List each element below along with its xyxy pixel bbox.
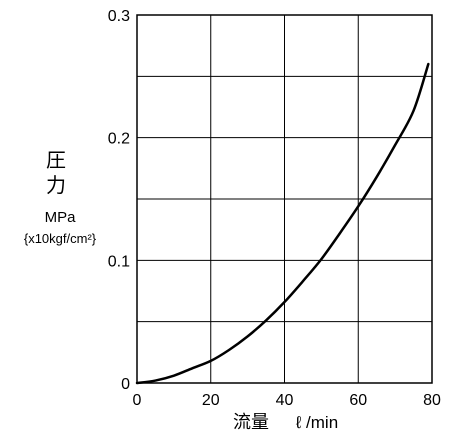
- y-axis-label-line1: 圧: [46, 150, 66, 172]
- grid-layer: [136, 14, 433, 384]
- plot-frame: [136, 14, 433, 384]
- x-tick-labels: 0 20 40 60 80: [133, 392, 441, 409]
- plot-border: [136, 14, 433, 384]
- y-axis-label-line2: 力: [46, 174, 66, 197]
- y-tick-label-3: 0.3: [108, 8, 130, 25]
- x-tick-label-1: 20: [202, 392, 220, 409]
- x-axis-label-main: 流量: [233, 412, 269, 432]
- y-tick-label-0: 0: [121, 376, 130, 393]
- x-tick-label-0: 0: [133, 392, 142, 409]
- y-tick-labels: 0 0.1 0.2 0.3: [108, 8, 130, 393]
- y-axis-unit: MPa: [45, 209, 77, 226]
- series-line-0: [135, 62, 430, 385]
- x-tick-label-2: 40: [276, 392, 294, 409]
- x-tick-label-4: 80: [423, 392, 441, 409]
- x-tick-label-3: 60: [349, 392, 367, 409]
- y-tick-label-1: 0.1: [108, 253, 130, 270]
- x-axis-label-unit: ℓ /min: [295, 413, 338, 432]
- y-axis-unit-alt: {x10kgf/cm²}: [24, 231, 97, 246]
- y-tick-label-2: 0.2: [108, 131, 130, 148]
- series-layer: [135, 62, 430, 385]
